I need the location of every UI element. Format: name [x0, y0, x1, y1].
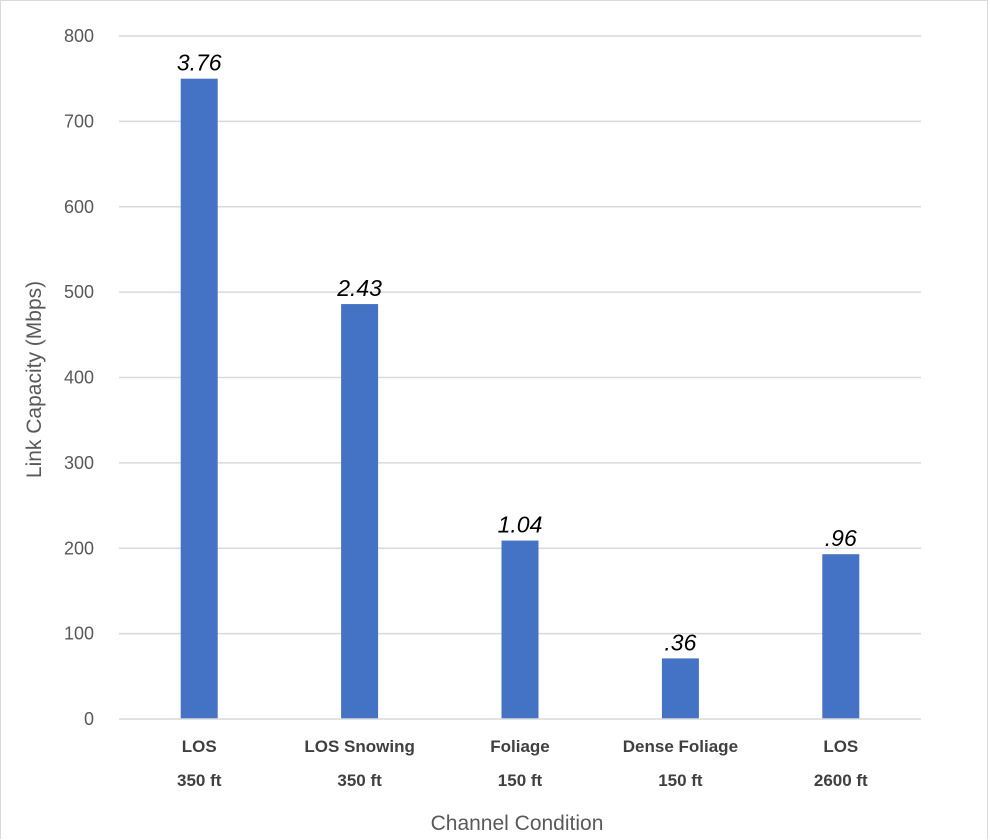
y-tick-label: 400: [64, 368, 94, 388]
bar-data-label: .96: [825, 525, 857, 551]
bar: [822, 554, 860, 719]
x-category-label: 150 ft: [658, 771, 703, 790]
bar: [341, 304, 379, 719]
x-axis-category-labels: LOS 350 ft LOS Snowing 350 ft Foliage 150 ft D…: [177, 737, 868, 790]
gridlines: [119, 35, 921, 635]
x-category-label: LOS Snowing: [304, 737, 415, 756]
bar: [501, 540, 539, 719]
y-tick-label: 200: [64, 538, 94, 558]
data-labels: 3.76 2.43 1.04 .36 .96: [177, 50, 857, 656]
x-category-label: 2600 ft: [814, 771, 868, 790]
x-axis-title: Channel Condition: [431, 812, 604, 835]
bar: [661, 658, 699, 719]
x-category-label: Dense Foliage: [623, 737, 738, 756]
bar: [180, 78, 218, 719]
x-category-label: 150 ft: [498, 771, 543, 790]
y-tick-label: 800: [64, 26, 94, 46]
y-tick-label: 100: [64, 624, 94, 644]
x-category-label: 350 ft: [337, 771, 382, 790]
bar-data-label: 3.76: [177, 50, 222, 76]
y-tick-label: 600: [64, 197, 94, 217]
x-category-label: LOS: [182, 737, 217, 756]
bar-data-label: 2.43: [336, 275, 382, 301]
y-axis-title: Link Capacity (Mbps): [23, 281, 46, 478]
y-tick-label: 300: [64, 453, 94, 473]
bars: [180, 78, 860, 719]
y-tick-label: 0: [84, 709, 94, 729]
bar-data-label: 1.04: [498, 512, 543, 538]
x-category-label: Foliage: [490, 737, 550, 756]
y-tick-label: 500: [64, 282, 94, 302]
y-axis-tick-labels: 0 100 200 300 400 500 600 700 800: [64, 26, 94, 729]
y-tick-label: 700: [64, 111, 94, 131]
bar-data-label: .36: [664, 629, 696, 655]
x-category-label: 350 ft: [177, 771, 222, 790]
x-category-label: LOS: [823, 737, 858, 756]
